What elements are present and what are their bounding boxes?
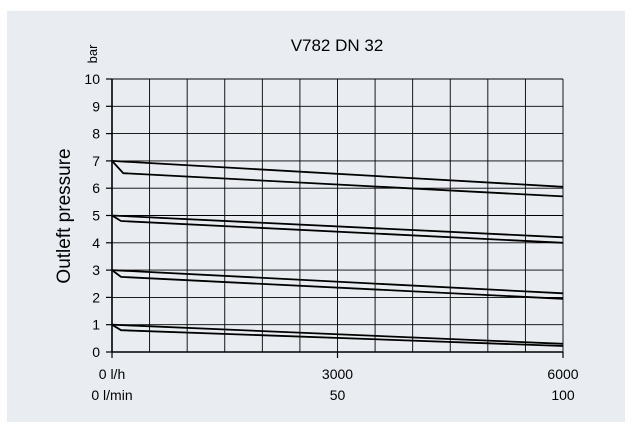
y-tick-label: 10 <box>84 71 100 87</box>
y-tick-label: 9 <box>92 98 100 114</box>
y-tick-label: 0 <box>92 344 100 360</box>
y-tick-label: 3 <box>92 262 100 278</box>
y-tick-label: 6 <box>92 180 100 196</box>
series-line-7 <box>111 323 564 345</box>
series-group <box>111 160 564 347</box>
chart-title: V782 DN 32 <box>291 36 384 55</box>
x-tick-label: 3000 <box>322 366 353 382</box>
x-secondary-tick-label: 100 <box>551 387 575 403</box>
y-axis-label: Outleft pressure <box>54 148 75 283</box>
y-tick-label: 4 <box>92 235 100 251</box>
series-line-4 <box>111 214 564 244</box>
y-tick-label: 5 <box>92 208 100 224</box>
x-tick-label: 6000 <box>547 366 578 382</box>
series-line-2 <box>111 160 564 198</box>
series-line-1 <box>111 160 564 188</box>
y-tick-label: 7 <box>92 153 100 169</box>
y-unit-label: bar <box>85 44 100 63</box>
tick-labels: 0 1 2 3 4 5 6 7 8 9 10 0 l/h 3000 6000 0 l/min 50 100 <box>84 71 578 403</box>
x-secondary-tick-label: 50 <box>330 387 346 403</box>
series-line-3 <box>111 214 564 239</box>
y-tick-label: 8 <box>92 126 100 142</box>
x-secondary-tick-label: 0 l/min <box>91 387 132 403</box>
y-tick-label: 1 <box>92 317 100 333</box>
series-line-5 <box>111 269 564 295</box>
grid <box>106 78 564 358</box>
series-line-6 <box>111 269 564 300</box>
series-line-8 <box>111 323 564 347</box>
x-tick-label: 0 l/h <box>99 366 125 382</box>
y-tick-label: 2 <box>92 289 100 305</box>
